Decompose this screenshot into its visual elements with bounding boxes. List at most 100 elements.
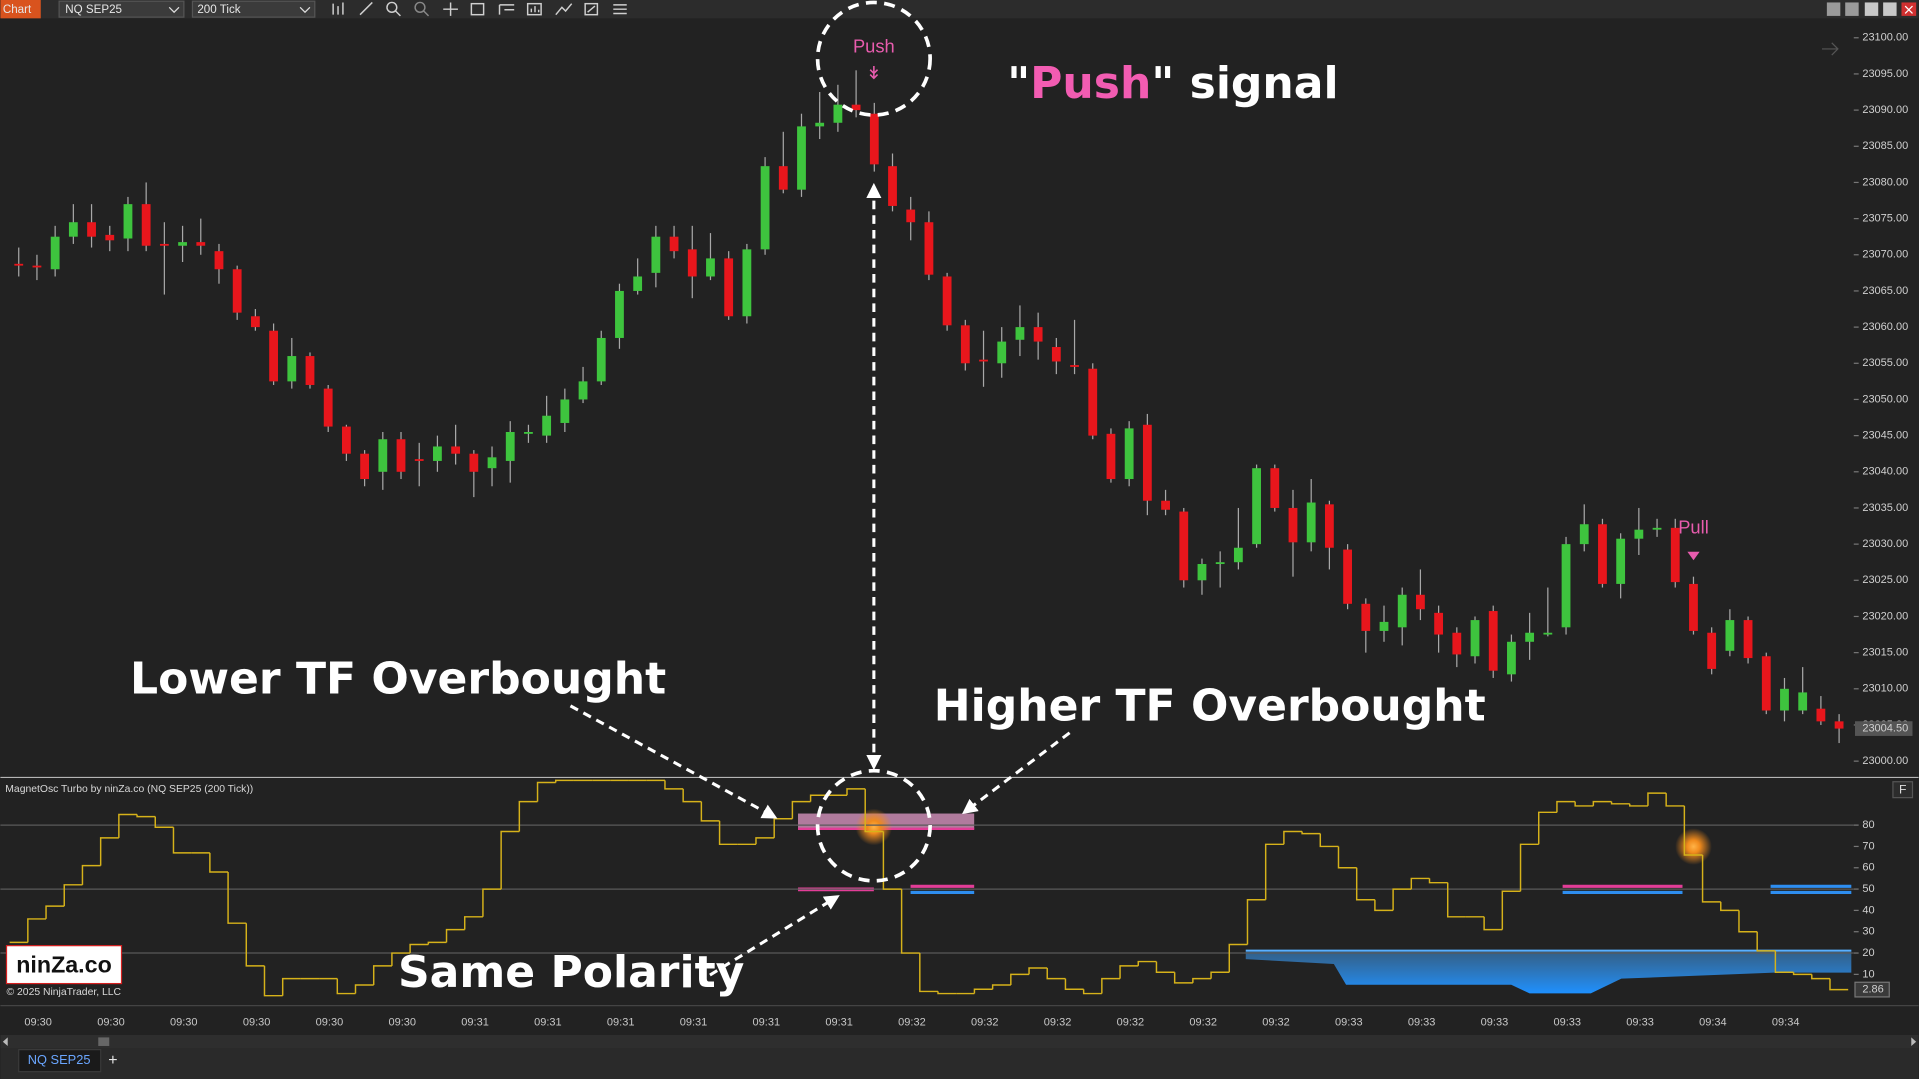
candle-body: [1343, 549, 1353, 604]
x-tick-label: 09:30: [24, 1017, 52, 1029]
x-tick-label: 09:32: [1117, 1017, 1145, 1029]
candle-body: [596, 337, 606, 382]
oscillator-step: [518, 800, 538, 832]
dropdown-chevron[interactable]: [168, 6, 180, 14]
y-tick-label: 23065.00: [1862, 285, 1908, 297]
last-price-label: 23004.50: [1862, 722, 1908, 734]
x-tick-label: 09:32: [971, 1017, 999, 1029]
candle-body: [924, 222, 934, 275]
chart-button-label[interactable]: Chart: [3, 3, 32, 16]
oscillator-step: [1355, 867, 1375, 901]
y-tick-label: 30: [1862, 926, 1874, 938]
toolbar: [0, 0, 1919, 19]
oscillator-step: [1173, 972, 1193, 984]
scroll-thumb[interactable]: [98, 1037, 110, 1046]
oscillator-step: [172, 827, 192, 854]
add-tab[interactable]: +: [108, 1052, 117, 1069]
oscillator-step: [1665, 793, 1685, 807]
dashed-arrow: [569, 704, 778, 819]
candle-body: [487, 457, 497, 469]
candle-body: [687, 249, 697, 277]
candle-body: [906, 209, 916, 223]
oscillator-step: [1283, 830, 1303, 845]
y-tick-label: 23000.00: [1862, 755, 1908, 767]
candle-body: [250, 316, 260, 328]
candle-body: [524, 432, 533, 434]
candle-body: [1197, 564, 1207, 581]
candle-body: [1015, 327, 1025, 340]
oscillator-step: [227, 872, 247, 924]
y-tick-label: 23010.00: [1862, 683, 1908, 695]
interval-label[interactable]: 200 Tick: [197, 3, 240, 16]
oscillator-step: [1410, 877, 1430, 890]
candle-body: [68, 222, 78, 237]
panel-button-label[interactable]: F: [1899, 783, 1906, 797]
copyright: © 2025 NinjaTrader, LLC: [7, 987, 122, 998]
oscillator-step: [1246, 899, 1266, 945]
oscillator-step: [1119, 965, 1139, 979]
window-buttons[interactable]: [1826, 2, 1917, 16]
annotations: Push Pull "Push" signal Lower TF Overbou…: [130, 0, 1709, 998]
instrument-tab-label[interactable]: NQ SEP25: [28, 1052, 91, 1067]
y-tick-label: 50: [1862, 883, 1874, 895]
instrument-dropdown[interactable]: [58, 0, 185, 18]
x-tick-label: 09:31: [607, 1017, 635, 1029]
oscillator-step: [882, 831, 902, 890]
interval-dropdown[interactable]: [191, 0, 316, 18]
scrollbar[interactable]: [0, 1034, 1919, 1049]
x-tick-label: 09:30: [97, 1017, 125, 1029]
x-tick-label: 09:33: [1626, 1017, 1654, 1029]
pull-signal-label: Pull: [1678, 516, 1709, 537]
dropdown-chevron[interactable]: [299, 6, 311, 14]
candle-body: [942, 276, 952, 326]
candle-body: [1270, 468, 1280, 508]
oscillator-step: [354, 984, 374, 994]
signal-dot: [855, 808, 893, 846]
panel-button[interactable]: [1892, 781, 1914, 799]
oscillator-step: [99, 837, 119, 866]
candle-body: [960, 325, 970, 364]
candle-body: [1707, 632, 1717, 669]
candle-body: [32, 265, 42, 268]
y-tick-label: 23070.00: [1862, 249, 1908, 261]
instrument-label[interactable]: NQ SEP25: [65, 3, 122, 16]
scroll-right-arrow[interactable]: [1821, 42, 1839, 56]
oscillator-step: [391, 952, 411, 966]
toolbar-icons[interactable]: [332, 1, 627, 17]
candle-body: [1124, 428, 1134, 480]
candle-body: [615, 290, 624, 338]
oscillator-step: [1538, 811, 1557, 845]
candle-body: [1616, 538, 1626, 584]
candle-body: [396, 439, 406, 472]
candle-body: [869, 113, 879, 165]
candle-body: [1561, 544, 1571, 628]
x-tick-label: 09:34: [1772, 1017, 1800, 1029]
oscillator-step: [1155, 961, 1175, 973]
candle-body: [833, 104, 843, 123]
candle-body: [979, 359, 988, 362]
candle-body: [414, 459, 424, 461]
oscillator-step: [1264, 843, 1284, 900]
candle-body: [1834, 721, 1844, 729]
candle-body: [1324, 504, 1334, 548]
highlight-circle: [815, 768, 932, 883]
y-tick-label: 23015.00: [1862, 647, 1908, 659]
chart-button[interactable]: [0, 0, 41, 19]
tab-bar: [0, 1048, 1919, 1079]
instrument-tab[interactable]: [18, 1049, 102, 1073]
y-tick-label: 23075.00: [1862, 213, 1908, 225]
oscillator-step: [445, 928, 465, 943]
y-tick-label: 23085.00: [1862, 140, 1908, 152]
signal-dot: [1675, 828, 1712, 865]
candle-body: [14, 263, 24, 266]
oscillator-step: [1683, 805, 1703, 856]
y-tick-label: 10: [1862, 968, 1874, 980]
push-arrow: [869, 66, 879, 80]
oscillator-step: [1792, 972, 1812, 976]
candle-body: [105, 234, 115, 241]
oscillator-step: [409, 943, 429, 954]
x-tick-label: 09:31: [825, 1017, 853, 1029]
oscillator-step: [1574, 801, 1594, 807]
